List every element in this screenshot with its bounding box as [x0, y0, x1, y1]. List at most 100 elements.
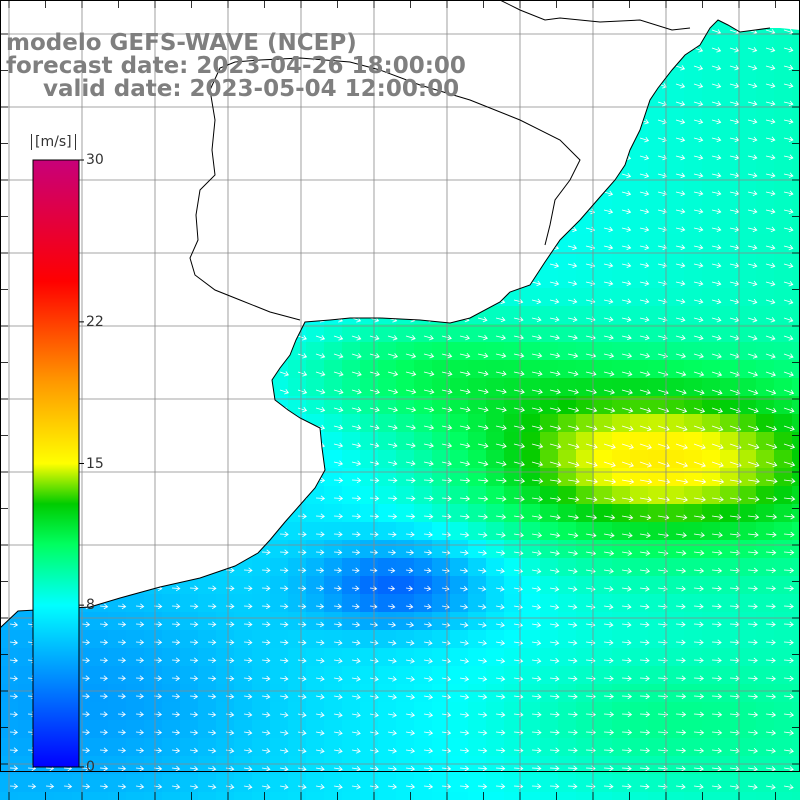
- wind-arrow: [387, 353, 398, 359]
- wind-cell: [612, 468, 631, 487]
- wind-cell: [720, 342, 739, 361]
- wind-cell: [306, 324, 325, 343]
- wind-arrow: [315, 603, 325, 610]
- wind-arrow: [603, 550, 615, 556]
- wind-arrow: [333, 549, 343, 556]
- wind-cell: [126, 792, 145, 800]
- wind-arrow: [243, 711, 253, 718]
- wind-cell: [720, 738, 739, 757]
- wind-cell: [666, 720, 685, 739]
- wind-arrow: [711, 47, 722, 53]
- wind-arrow: [693, 190, 704, 197]
- wind-arrow: [603, 389, 615, 395]
- wind-cell: [612, 450, 631, 469]
- wind-cell: [522, 522, 541, 541]
- wind-cell: [450, 666, 469, 685]
- wind-arrow: [279, 585, 289, 592]
- wind-cell: [720, 612, 739, 631]
- wind-arrow: [567, 407, 580, 413]
- wind-arrow: [531, 765, 542, 772]
- wind-arrow: [243, 567, 253, 574]
- colorbar-tick-label: 30: [86, 152, 104, 168]
- wind-arrow: [693, 154, 704, 161]
- wind-cell: [486, 684, 505, 703]
- wind-arrow: [81, 693, 90, 700]
- wind-cell: [756, 342, 775, 361]
- wind-arrow: [405, 640, 415, 646]
- wind-arrow: [351, 424, 362, 431]
- wind-arrow: [495, 424, 507, 431]
- colorbar-ticks: [79, 159, 84, 768]
- wind-arrow: [639, 711, 651, 718]
- wind-cell: [54, 792, 73, 800]
- wind-cell: [558, 252, 577, 271]
- wind-arrow: [531, 388, 543, 395]
- wind-cell: [306, 630, 325, 649]
- wind-cell: [270, 684, 289, 703]
- wind-cell: [414, 774, 433, 793]
- wind-cell: [360, 792, 379, 800]
- wind-cell: [666, 270, 685, 289]
- wind-arrow: [711, 136, 722, 143]
- wind-cell: [666, 126, 685, 145]
- wind-arrow: [315, 639, 325, 646]
- wind-cell: [450, 648, 469, 667]
- wind-cell: [522, 774, 541, 793]
- wind-arrow: [711, 353, 722, 359]
- wind-cell: [540, 702, 559, 721]
- wind-arrow: [405, 676, 415, 682]
- wind-cell: [450, 378, 469, 397]
- wind-arrow: [549, 478, 562, 484]
- wind-arrow: [747, 353, 758, 359]
- wind-arrow: [711, 747, 723, 754]
- wind-cell: [342, 630, 361, 649]
- wind-arrow: [297, 585, 307, 592]
- wind-cell: [756, 612, 775, 631]
- wind-cell: [684, 486, 703, 505]
- wind-cell: [414, 720, 433, 739]
- wind-cell: [666, 648, 685, 667]
- wind-cell: [576, 630, 595, 649]
- wind-arrow: [315, 495, 326, 502]
- wind-arrow: [675, 226, 686, 232]
- wind-arrow: [585, 514, 598, 521]
- wind-cell: [576, 360, 595, 379]
- wind-cell: [594, 216, 613, 235]
- wind-cell: [432, 486, 451, 505]
- wind-cell: [630, 648, 649, 667]
- wind-cell: [324, 792, 343, 800]
- wind-cell: [486, 792, 505, 800]
- wind-cell: [306, 774, 325, 793]
- wind-cell: [792, 558, 800, 577]
- wind-arrow: [567, 639, 578, 646]
- wind-cell: [576, 522, 595, 541]
- wind-arrow: [81, 747, 91, 754]
- wind-cell: [648, 162, 667, 181]
- wind-cell: [450, 612, 469, 631]
- wind-cell: [774, 234, 793, 253]
- wind-arrow: [657, 154, 668, 161]
- wind-cell: [450, 594, 469, 613]
- wind-arrow: [639, 244, 650, 250]
- wind-cell: [702, 270, 721, 289]
- wind-cell: [576, 288, 595, 307]
- wind-cell: [522, 414, 541, 433]
- wind-cell: [486, 558, 505, 577]
- wind-cell: [306, 756, 325, 775]
- wind-arrow: [531, 604, 542, 610]
- wind-cell: [486, 396, 505, 415]
- wind-arrow: [765, 118, 776, 125]
- wind-cell: [288, 540, 307, 559]
- wind-arrow: [603, 586, 614, 592]
- wind-cell: [630, 450, 649, 469]
- wind-cell: [630, 666, 649, 685]
- wind-cell: [720, 666, 739, 685]
- wind-cell: [594, 324, 613, 343]
- wind-arrow: [9, 657, 18, 664]
- wind-cell: [522, 648, 541, 667]
- wind-cell: [360, 666, 379, 685]
- wind-arrow: [639, 461, 652, 468]
- wind-cell: [576, 468, 595, 487]
- wind-arrow: [351, 730, 361, 736]
- wind-cell: [450, 576, 469, 595]
